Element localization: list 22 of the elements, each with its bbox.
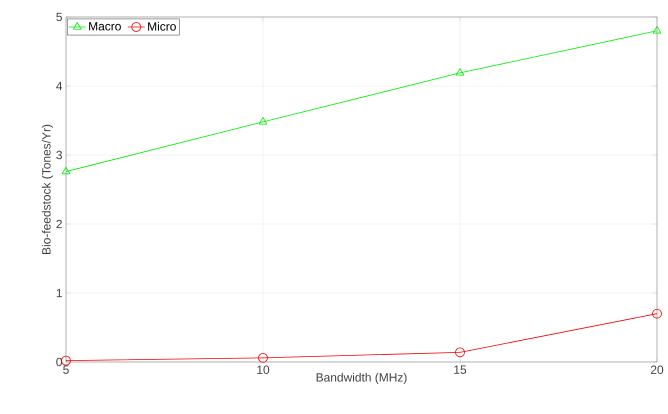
y-tick-label: 1 <box>56 288 62 298</box>
y-tick-label: 4 <box>56 82 62 90</box>
y-axis-title: Bio-feedstock (Tones/Yr) <box>42 124 53 254</box>
point <box>456 68 464 76</box>
point <box>61 356 71 366</box>
point <box>258 352 268 363</box>
y-tick-label: 0 <box>56 358 62 366</box>
point <box>62 166 70 174</box>
x-axis-title: Bandwidth (MHz) <box>316 372 407 384</box>
point <box>455 347 465 358</box>
x-tick-label: 15 <box>454 366 466 374</box>
y-tick-label: 3 <box>56 150 62 160</box>
legend-label: Macro <box>89 22 121 30</box>
y-tick-label: 2 <box>56 220 62 228</box>
y-tick-label: 5 <box>56 12 62 22</box>
point <box>258 116 268 125</box>
point <box>652 308 662 319</box>
x-tick-label: 5 <box>63 366 69 374</box>
x-tick-label: 10 <box>257 366 270 374</box>
point <box>652 26 662 34</box>
legend-label: Micro <box>148 22 176 31</box>
x-tick-label: 20 <box>650 366 664 374</box>
